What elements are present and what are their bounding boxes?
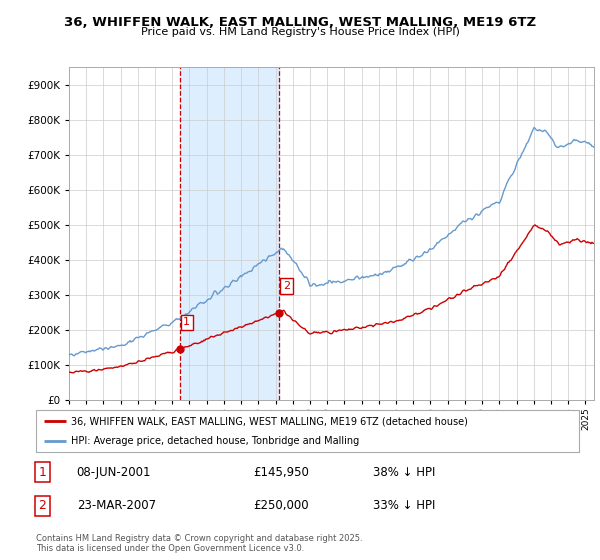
Text: 36, WHIFFEN WALK, EAST MALLING, WEST MALLING, ME19 6TZ (detached house): 36, WHIFFEN WALK, EAST MALLING, WEST MAL… xyxy=(71,416,468,426)
Text: £250,000: £250,000 xyxy=(253,499,309,512)
Text: HPI: Average price, detached house, Tonbridge and Malling: HPI: Average price, detached house, Tonb… xyxy=(71,436,359,446)
Bar xyxy=(180,67,280,400)
Text: 1: 1 xyxy=(38,466,46,479)
Text: 2: 2 xyxy=(283,281,290,291)
Text: £145,950: £145,950 xyxy=(253,466,309,479)
Text: 1: 1 xyxy=(183,318,190,328)
Text: 08-JUN-2001: 08-JUN-2001 xyxy=(77,466,151,479)
Text: 33% ↓ HPI: 33% ↓ HPI xyxy=(373,499,435,512)
Text: Price paid vs. HM Land Registry's House Price Index (HPI): Price paid vs. HM Land Registry's House … xyxy=(140,27,460,37)
Text: 36, WHIFFEN WALK, EAST MALLING, WEST MALLING, ME19 6TZ: 36, WHIFFEN WALK, EAST MALLING, WEST MAL… xyxy=(64,16,536,29)
Text: 38% ↓ HPI: 38% ↓ HPI xyxy=(373,466,435,479)
Text: 23-MAR-2007: 23-MAR-2007 xyxy=(77,499,156,512)
FancyBboxPatch shape xyxy=(36,410,579,452)
Text: Contains HM Land Registry data © Crown copyright and database right 2025.
This d: Contains HM Land Registry data © Crown c… xyxy=(36,534,362,553)
Text: 2: 2 xyxy=(38,499,46,512)
